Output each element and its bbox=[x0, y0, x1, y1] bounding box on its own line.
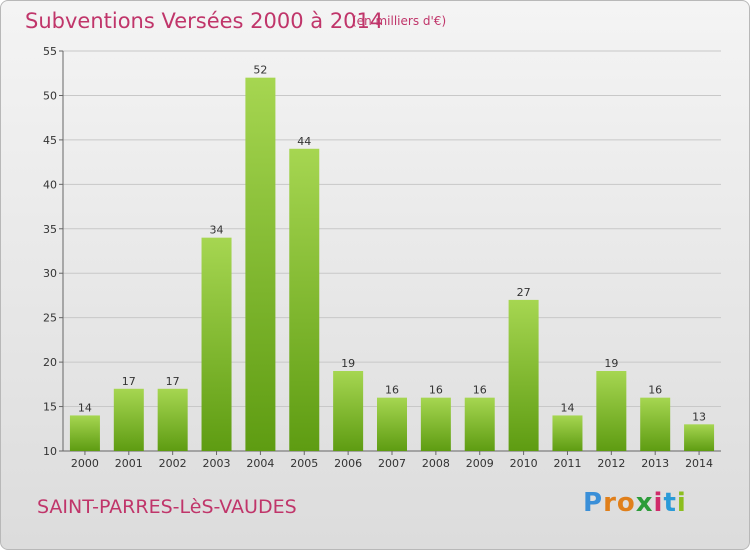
axes: 10 15 20 25 30 35 40 45 50 55 2000 2001 2002 2003 2004… bbox=[43, 45, 721, 470]
logo-letter: x bbox=[635, 488, 654, 518]
y-tick-label: 50 bbox=[43, 89, 57, 102]
bar-2001 bbox=[113, 388, 144, 451]
bars bbox=[69, 77, 715, 452]
x-tick-label-2003: 2003 bbox=[203, 457, 231, 470]
data-label-2008: 16 bbox=[429, 384, 443, 397]
bar-2014 bbox=[684, 424, 715, 451]
x-tick-label-2005: 2005 bbox=[290, 457, 318, 470]
bar-2007 bbox=[377, 397, 407, 451]
chart-title: Subventions Versées 2000 à 2014 bbox=[25, 9, 384, 33]
bar-2012 bbox=[596, 371, 627, 451]
logo-letter: r bbox=[603, 488, 617, 518]
x-tick-label-2008: 2008 bbox=[422, 457, 450, 470]
y-tick-label: 35 bbox=[43, 223, 57, 236]
x-tick-label-2014: 2014 bbox=[685, 457, 713, 470]
y-tick-label: 45 bbox=[43, 134, 57, 147]
bar-2005 bbox=[289, 148, 320, 451]
data-label-2003: 34 bbox=[210, 224, 224, 237]
x-tick-label-2001: 2001 bbox=[115, 457, 143, 470]
x-tick-label-2002: 2002 bbox=[159, 457, 187, 470]
x-tick-label-2010: 2010 bbox=[510, 457, 538, 470]
y-tick-label: 40 bbox=[43, 178, 57, 191]
data-label-2000: 14 bbox=[78, 401, 92, 414]
x-tick-label-2007: 2007 bbox=[378, 457, 406, 470]
logo-letter: P bbox=[583, 488, 604, 518]
data-label-2009: 16 bbox=[473, 384, 487, 397]
x-tick-label-2013: 2013 bbox=[641, 457, 669, 470]
proxiti-logo[interactable]: Proxiti bbox=[583, 488, 687, 518]
x-tick-label-2011: 2011 bbox=[553, 457, 581, 470]
data-labels: 14 17 17 34 52 44 19 16 16 16 27 14 19 16 13 bbox=[78, 64, 706, 424]
y-tick-label: 10 bbox=[43, 445, 57, 458]
data-label-2006: 19 bbox=[341, 357, 355, 370]
data-label-2013: 16 bbox=[648, 384, 662, 397]
logo-letter: i bbox=[676, 488, 687, 518]
data-label-2010: 27 bbox=[517, 286, 531, 299]
y-tick-label: 30 bbox=[43, 267, 57, 280]
data-label-2002: 17 bbox=[166, 375, 180, 388]
data-label-2012: 19 bbox=[604, 357, 618, 370]
bar-2004 bbox=[245, 77, 276, 452]
bar-2003 bbox=[201, 237, 232, 451]
data-label-2001: 17 bbox=[122, 375, 136, 388]
y-tick-label: 25 bbox=[43, 312, 57, 325]
bar-2002 bbox=[157, 388, 188, 451]
logo-letter: o bbox=[616, 488, 636, 518]
data-label-2007: 16 bbox=[385, 384, 399, 397]
chart-subtitle: (en milliers d'€) bbox=[352, 14, 447, 28]
x-tick-label-2006: 2006 bbox=[334, 457, 362, 470]
x-tick-label-2000: 2000 bbox=[71, 457, 99, 470]
y-tick-label: 55 bbox=[43, 45, 57, 58]
bar-2010 bbox=[508, 299, 539, 451]
bar-2009 bbox=[464, 397, 495, 451]
commune-name: SAINT-PARRES-LèS-VAUDES bbox=[37, 496, 297, 518]
x-tick-label-2004: 2004 bbox=[246, 457, 274, 470]
y-tick-label: 15 bbox=[43, 401, 57, 414]
data-label-2005: 44 bbox=[297, 135, 311, 148]
bar-2000 bbox=[69, 415, 100, 451]
y-tick-label: 20 bbox=[43, 356, 57, 369]
bar-2008 bbox=[420, 397, 451, 451]
logo-letter: t bbox=[663, 488, 677, 518]
bar-2006 bbox=[333, 371, 364, 451]
x-tick-label-2009: 2009 bbox=[466, 457, 494, 470]
bar-2013 bbox=[640, 397, 671, 451]
x-tick-label-2012: 2012 bbox=[597, 457, 625, 470]
logo-letter: i bbox=[653, 488, 664, 518]
bar-2011 bbox=[552, 415, 583, 451]
data-label-2014: 13 bbox=[692, 410, 706, 423]
data-label-2004: 52 bbox=[253, 64, 267, 77]
data-label-2011: 14 bbox=[560, 401, 574, 414]
